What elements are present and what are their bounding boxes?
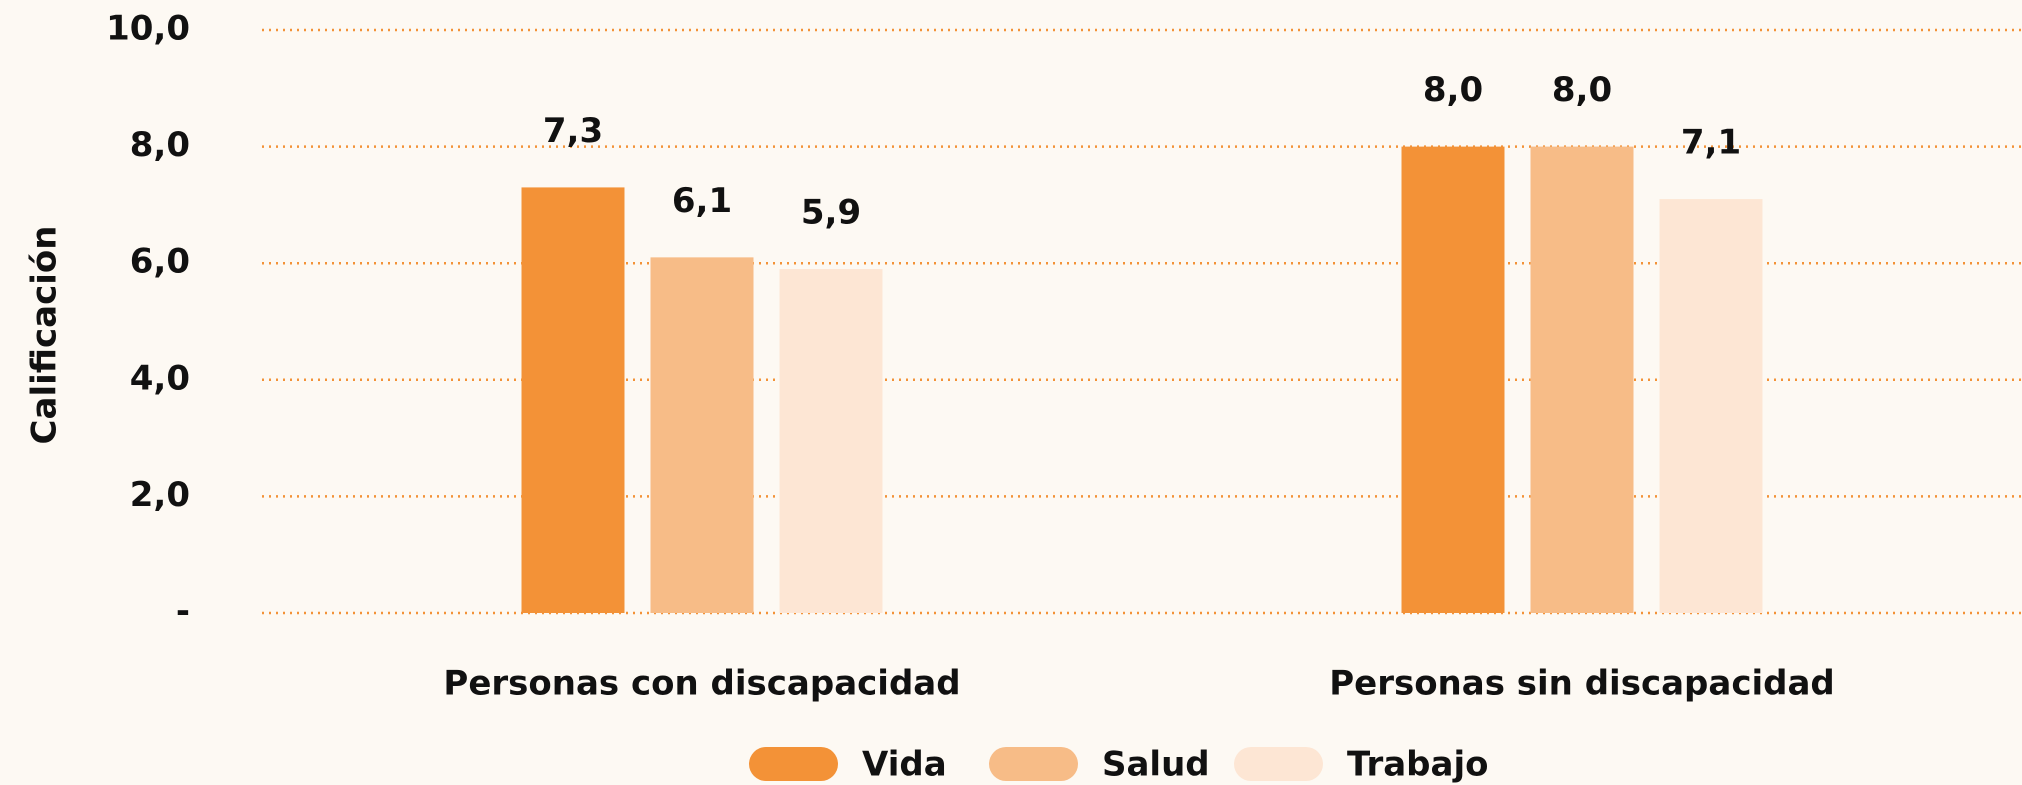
y-tick-label: 6,0 [130, 242, 190, 282]
x-tick-label: Personas con discapacidad [443, 664, 960, 704]
data-label: 8,0 [1423, 70, 1483, 110]
bar [521, 187, 625, 613]
data-label: 5,9 [801, 193, 861, 233]
bar [1530, 146, 1634, 613]
y-tick-label: - [176, 592, 190, 632]
legend-swatch [749, 747, 838, 781]
legend-swatch [1234, 747, 1323, 781]
bar [650, 257, 754, 613]
bar [1659, 199, 1763, 613]
legend-label: Salud [1102, 745, 1210, 785]
legend-label: Trabajo [1347, 745, 1488, 785]
x-tick-label: Personas sin discapacidad [1329, 664, 1835, 704]
data-label: 6,1 [672, 181, 732, 221]
legend-label: Vida [862, 745, 947, 785]
bar [779, 269, 883, 613]
y-tick-label: 4,0 [130, 358, 190, 398]
data-label: 7,3 [543, 111, 603, 151]
data-label: 8,0 [1552, 70, 1612, 110]
data-label: 7,1 [1681, 123, 1741, 163]
y-axis-title: Calificación [25, 226, 65, 445]
y-tick-label: 10,0 [106, 9, 190, 49]
legend-swatch [989, 747, 1078, 781]
y-tick-label: 8,0 [130, 125, 190, 165]
bar [1401, 146, 1505, 613]
y-tick-label: 2,0 [130, 475, 190, 515]
